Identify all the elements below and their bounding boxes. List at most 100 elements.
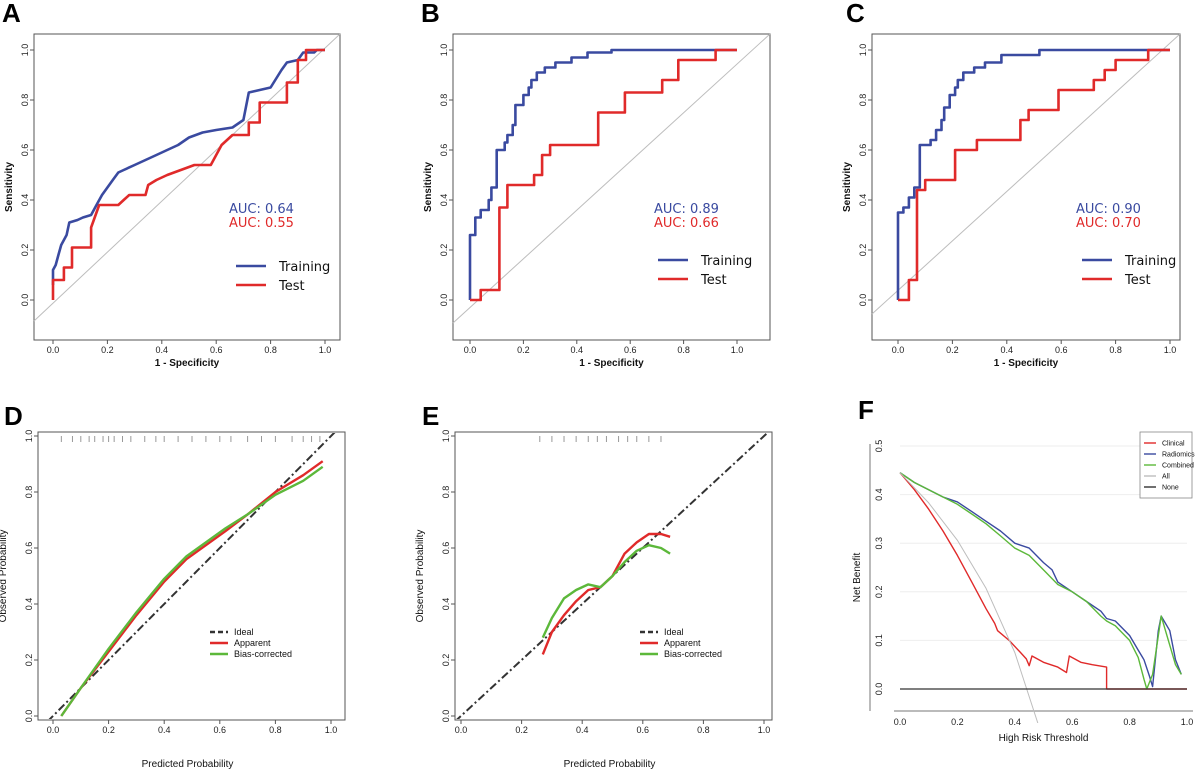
- series-combined: [899, 472, 1182, 690]
- y-tick-label: 1.0: [441, 430, 451, 443]
- legend-label: Bias-corrected: [234, 649, 292, 659]
- legend-label: Ideal: [664, 627, 684, 637]
- plot-frame: [454, 431, 773, 721]
- auc-training-label: AUC: 0.64: [229, 202, 294, 217]
- plot-frame: [871, 33, 1181, 341]
- x-tick-label: 0.8: [264, 345, 277, 355]
- y-tick-label: 0.3: [874, 537, 884, 550]
- series-apparent: [541, 532, 671, 655]
- x-tick-label: 0.2: [102, 725, 115, 735]
- x-axis-label: 1 - Specificity: [579, 358, 644, 369]
- y-tick-label: 0.2: [439, 244, 449, 257]
- x-tick-label: 0.2: [101, 345, 114, 355]
- panel-A: A 0.0 0.2 0.4 0.6 0.8 1.0 0.0 0.2 0.4 0.6 0.8 1.0 1 -…: [2, 0, 341, 369]
- y-tick-label: 0.0: [439, 294, 449, 307]
- panel-label: A: [2, 0, 21, 28]
- panel-B: B 0.0 0.2 0.4 0.6 0.8 1.0 0.0 0.2 0.4 0.6 0.8 1.0 1 -…: [421, 0, 771, 369]
- series-clinical: [899, 472, 1187, 690]
- x-tick-label: 0.8: [677, 345, 690, 355]
- y-tick-label: 0.6: [439, 144, 449, 157]
- series-test: [470, 48, 737, 302]
- series-bias-corrected: [541, 544, 671, 639]
- x-tick-label: 0.0: [47, 345, 60, 355]
- legend-label: Bias-corrected: [664, 649, 722, 659]
- x-tick-label: 0.0: [894, 717, 907, 727]
- panel-F: F 0.0 0.2 0.4 0.6 0.8 1.0 0.0 0.1 0.2 0.3 0.4 0.5 Hig…: [852, 395, 1195, 744]
- y-tick-label: 0.4: [20, 194, 30, 207]
- panel-D: D 0.0 0.2 0.4 0.6 0.8 1.0 0.0 0.2 0.4 0.6 0.8 1.0 Pre…: [0, 401, 346, 770]
- panel-label: C: [846, 0, 865, 28]
- panel-label: F: [858, 395, 874, 425]
- x-tick-label: 0.6: [1066, 717, 1079, 727]
- x-tick-label: 0.8: [269, 725, 282, 735]
- x-axis-label: 1 - Specificity: [994, 358, 1059, 369]
- legend-label: Training: [1124, 254, 1176, 269]
- x-tick-label: 0.4: [1001, 345, 1014, 355]
- series-radiomics: [899, 472, 1182, 688]
- y-tick-label: 0.4: [858, 194, 868, 207]
- series-training: [468, 48, 737, 300]
- y-tick-label: 0.4: [874, 488, 884, 501]
- y-axis-label: Sensitivity: [842, 162, 853, 212]
- y-tick-label: 0.2: [858, 244, 868, 257]
- y-tick-label: 0.2: [24, 654, 34, 667]
- x-tick-label: 1.0: [325, 725, 338, 735]
- legend-label: Training: [278, 260, 330, 275]
- auc-training-label: AUC: 0.89: [654, 202, 719, 217]
- series-training: [51, 48, 325, 285]
- x-tick-label: 0.0: [47, 725, 60, 735]
- panel-label: D: [4, 401, 23, 431]
- x-tick-label: 0.6: [210, 345, 223, 355]
- y-tick-label: 1.0: [20, 44, 30, 57]
- y-tick-label: 0.8: [20, 94, 30, 107]
- legend-label: Radiomics: [1162, 452, 1195, 459]
- x-tick-label: 0.4: [156, 345, 169, 355]
- y-tick-label: 0.0: [858, 294, 868, 307]
- x-tick-label: 0.4: [158, 725, 171, 735]
- y-tick-label: 0.1: [874, 634, 884, 647]
- y-tick-label: 1.0: [439, 44, 449, 57]
- series-test: [898, 48, 1170, 302]
- x-tick-label: 0.8: [697, 725, 710, 735]
- x-tick-label: 0.6: [637, 725, 650, 735]
- y-axis-label: Sensitivity: [4, 162, 15, 212]
- x-tick-label: 0.8: [1109, 345, 1122, 355]
- x-tick-label: 0.2: [946, 345, 959, 355]
- y-tick-label: 0.8: [439, 94, 449, 107]
- series-test: [51, 48, 325, 300]
- legend-label: Training: [700, 254, 752, 269]
- y-tick-label: 0.0: [874, 683, 884, 696]
- x-tick-label: 0.0: [892, 345, 905, 355]
- chance-diagonal: [452, 33, 771, 324]
- x-tick-label: 0.0: [464, 345, 477, 355]
- y-tick-label: 0.8: [441, 486, 451, 499]
- x-axis-label: 1 - Specificity: [155, 358, 220, 369]
- legend-label: Test: [278, 279, 305, 294]
- plot-frame: [452, 33, 771, 341]
- x-tick-label: 0.6: [1055, 345, 1068, 355]
- x-tick-label: 0.0: [455, 725, 468, 735]
- y-tick-label: 0.6: [441, 542, 451, 555]
- y-tick-label: 0.6: [20, 144, 30, 157]
- x-tick-label: 0.4: [576, 725, 589, 735]
- y-tick-label: 0.8: [24, 486, 34, 499]
- x-axis-label: Predicted Probability: [564, 759, 656, 770]
- legend-label: Test: [1124, 273, 1151, 288]
- series-apparent: [60, 460, 324, 717]
- auc-test-label: AUC: 0.70: [1076, 216, 1141, 231]
- y-tick-label: 1.0: [858, 44, 868, 57]
- y-tick-label: 0.5: [874, 440, 884, 453]
- plot-frame: [37, 431, 346, 721]
- y-tick-label: 0.0: [24, 710, 34, 723]
- legend-label: Apparent: [664, 638, 701, 648]
- y-tick-label: 1.0: [24, 430, 34, 443]
- legend-label: Combined: [1162, 463, 1194, 470]
- auc-training-label: AUC: 0.90: [1076, 202, 1141, 217]
- x-axis-label: Predicted Probability: [142, 759, 234, 770]
- legend-label: Apparent: [234, 638, 271, 648]
- x-axis-label: High Risk Threshold: [999, 733, 1089, 744]
- y-tick-label: 0.6: [24, 542, 34, 555]
- x-tick-label: 1.0: [758, 725, 771, 735]
- y-axis-label: Observed Probability: [415, 530, 426, 623]
